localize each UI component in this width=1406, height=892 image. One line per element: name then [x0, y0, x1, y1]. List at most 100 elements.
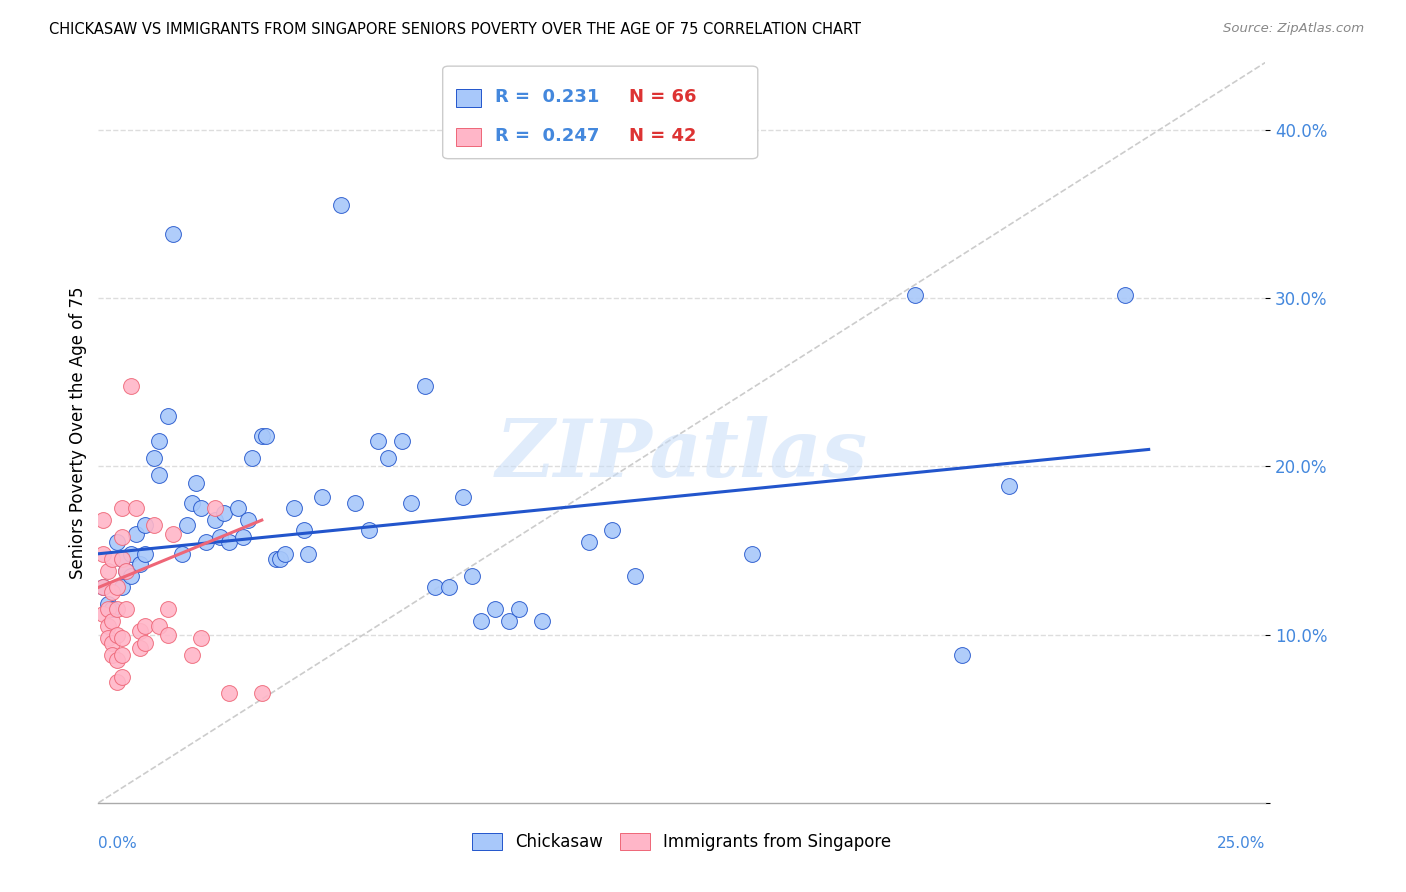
Point	[461, 568, 484, 582]
Point	[111, 670, 134, 684]
Point	[250, 686, 273, 700]
Point	[470, 614, 492, 628]
Point	[111, 581, 134, 595]
Point	[274, 547, 297, 561]
Point	[236, 513, 259, 527]
Point	[115, 564, 138, 578]
Text: N = 42: N = 42	[630, 128, 697, 145]
Point	[134, 636, 156, 650]
Point	[129, 557, 152, 571]
Point	[180, 496, 202, 510]
Point	[97, 597, 120, 611]
Point	[115, 564, 138, 578]
Point	[250, 429, 273, 443]
Point	[232, 530, 254, 544]
Point	[105, 674, 128, 689]
Point	[125, 526, 148, 541]
Point	[105, 602, 128, 616]
Point	[129, 624, 152, 639]
Point	[111, 530, 134, 544]
Point	[423, 581, 446, 595]
Point	[208, 530, 231, 544]
Point	[97, 602, 120, 616]
Point	[101, 602, 124, 616]
Point	[111, 648, 134, 662]
Point	[105, 581, 128, 595]
Point	[157, 602, 180, 616]
Point	[498, 614, 520, 628]
Point	[111, 551, 134, 566]
Text: ZIPatlas: ZIPatlas	[496, 416, 868, 493]
Point	[111, 631, 134, 645]
Point	[214, 507, 236, 521]
FancyBboxPatch shape	[443, 66, 758, 159]
Point	[91, 607, 114, 622]
Point	[157, 409, 180, 423]
Point	[451, 490, 474, 504]
Point	[120, 378, 142, 392]
Point	[194, 535, 217, 549]
Point	[904, 287, 927, 301]
Point	[129, 640, 152, 655]
Y-axis label: Seniors Poverty Over the Age of 75: Seniors Poverty Over the Age of 75	[69, 286, 87, 579]
Point	[101, 551, 124, 566]
Point	[176, 518, 198, 533]
Point	[162, 227, 184, 241]
Point	[143, 518, 166, 533]
Point	[391, 434, 413, 448]
Point	[413, 378, 436, 392]
Text: 25.0%: 25.0%	[1218, 836, 1265, 851]
Point	[578, 535, 600, 549]
Point	[508, 602, 530, 616]
Point	[91, 581, 114, 595]
Point	[311, 490, 333, 504]
Point	[148, 467, 170, 482]
Point	[484, 602, 506, 616]
Point	[204, 501, 226, 516]
Point	[256, 429, 278, 443]
Text: 0.0%: 0.0%	[98, 836, 138, 851]
Point	[297, 547, 319, 561]
Point	[134, 547, 156, 561]
Text: R =  0.231: R = 0.231	[495, 88, 599, 106]
Point	[148, 434, 170, 448]
Point	[105, 535, 128, 549]
Point	[134, 518, 156, 533]
Text: R =  0.247: R = 0.247	[495, 128, 599, 145]
Point	[399, 496, 422, 510]
Point	[330, 198, 353, 212]
Point	[111, 551, 134, 566]
Point	[530, 614, 553, 628]
Point	[950, 648, 973, 662]
Point	[162, 526, 184, 541]
Point	[218, 686, 240, 700]
Point	[125, 501, 148, 516]
Point	[186, 476, 208, 491]
Point	[101, 585, 124, 599]
FancyBboxPatch shape	[456, 128, 481, 146]
Point	[741, 547, 763, 561]
Point	[228, 501, 250, 516]
Point	[115, 602, 138, 616]
Point	[292, 523, 315, 537]
Point	[624, 568, 647, 582]
Point	[157, 627, 180, 641]
Point	[148, 619, 170, 633]
Point	[101, 636, 124, 650]
Point	[190, 501, 212, 516]
Point	[120, 568, 142, 582]
Point	[91, 513, 114, 527]
Point	[101, 614, 124, 628]
Point	[1114, 287, 1136, 301]
Point	[377, 450, 399, 465]
Point	[180, 648, 202, 662]
Point	[91, 547, 114, 561]
Text: N = 66: N = 66	[630, 88, 697, 106]
Point	[997, 479, 1019, 493]
Point	[97, 631, 120, 645]
Point	[97, 619, 120, 633]
FancyBboxPatch shape	[456, 89, 481, 107]
Point	[101, 648, 124, 662]
Point	[97, 564, 120, 578]
Legend: Chickasaw, Immigrants from Singapore: Chickasaw, Immigrants from Singapore	[465, 826, 898, 857]
